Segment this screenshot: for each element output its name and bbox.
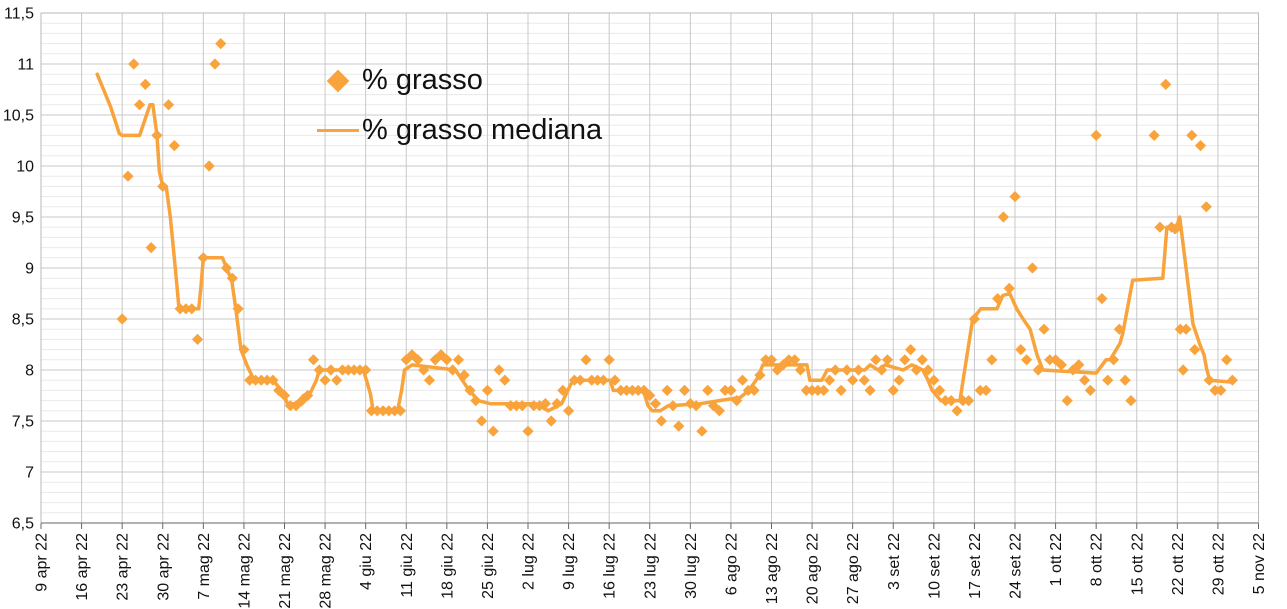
svg-text:22 ott 22: 22 ott 22	[1170, 533, 1187, 595]
svg-text:7,5: 7,5	[12, 414, 34, 431]
svg-text:2 lug 22: 2 lug 22	[521, 533, 538, 590]
svg-text:20 ago 22: 20 ago 22	[805, 533, 822, 604]
svg-text:6,5: 6,5	[12, 516, 34, 533]
svg-text:4 giu 22: 4 giu 22	[358, 533, 375, 590]
svg-text:10,5: 10,5	[3, 108, 34, 125]
svg-text:30 lug 22: 30 lug 22	[683, 533, 700, 599]
svg-text:8,5: 8,5	[12, 312, 34, 329]
svg-text:21 mag 22: 21 mag 22	[277, 533, 294, 609]
svg-text:6 ago 22: 6 ago 22	[723, 533, 740, 595]
svg-text:28 mag 22: 28 mag 22	[318, 533, 335, 609]
legend-label-grasso: % grasso	[362, 64, 483, 96]
line-marker-icon	[317, 129, 359, 132]
svg-text:7: 7	[25, 465, 34, 482]
svg-text:24 set 22: 24 set 22	[1008, 533, 1025, 599]
svg-text:16 lug 22: 16 lug 22	[602, 533, 619, 599]
svg-text:17 set 22: 17 set 22	[967, 533, 984, 599]
legend-label-mediana: % grasso mediana	[362, 114, 603, 146]
svg-text:29 ott 22: 29 ott 22	[1210, 533, 1227, 595]
chart-legend: % grasso % grasso mediana	[314, 60, 602, 151]
svg-text:14 mag 22: 14 mag 22	[236, 533, 253, 609]
svg-text:18 giu 22: 18 giu 22	[439, 533, 456, 599]
legend-item-grasso: % grasso	[314, 60, 602, 101]
svg-text:11: 11	[17, 57, 34, 74]
svg-text:8 ott 22: 8 ott 22	[1089, 533, 1106, 586]
svg-text:7 mag 22: 7 mag 22	[196, 533, 213, 600]
diamond-marker-icon	[326, 69, 350, 92]
legend-item-mediana: % grasso mediana	[314, 110, 602, 151]
svg-text:5 nov 22: 5 nov 22	[1251, 533, 1268, 594]
svg-text:10 set 22: 10 set 22	[926, 533, 943, 599]
svg-text:9 lug 22: 9 lug 22	[561, 533, 578, 590]
svg-text:9,5: 9,5	[12, 210, 34, 227]
svg-text:23 apr 22: 23 apr 22	[115, 533, 132, 601]
svg-text:3 set 22: 3 set 22	[886, 533, 903, 590]
svg-text:23 lug 22: 23 lug 22	[642, 533, 659, 599]
svg-text:15 ott 22: 15 ott 22	[1129, 533, 1146, 595]
svg-text:30 apr 22: 30 apr 22	[155, 533, 172, 601]
svg-text:25 giu 22: 25 giu 22	[480, 533, 497, 599]
svg-text:9 apr 22: 9 apr 22	[34, 533, 51, 592]
svg-text:13 ago 22: 13 ago 22	[764, 533, 781, 604]
svg-text:16 apr 22: 16 apr 22	[74, 533, 91, 601]
svg-text:11 giu 22: 11 giu 22	[399, 533, 416, 598]
svg-text:11,5: 11,5	[4, 6, 34, 23]
svg-text:9: 9	[25, 261, 34, 278]
svg-text:10: 10	[16, 159, 34, 176]
svg-text:8: 8	[25, 363, 34, 380]
svg-text:27 ago 22: 27 ago 22	[845, 533, 862, 604]
svg-text:1 ott 22: 1 ott 22	[1048, 533, 1065, 586]
